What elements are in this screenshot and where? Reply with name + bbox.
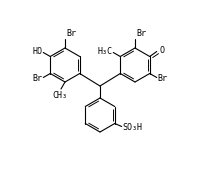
Text: Br: Br bbox=[158, 74, 168, 83]
Text: HO: HO bbox=[32, 47, 42, 56]
Text: H₃C: H₃C bbox=[97, 47, 112, 56]
Text: Br: Br bbox=[32, 74, 42, 83]
Text: CH₃: CH₃ bbox=[52, 91, 68, 100]
Text: O: O bbox=[160, 46, 165, 55]
Text: Br: Br bbox=[136, 29, 146, 38]
Text: Br: Br bbox=[66, 29, 76, 38]
Text: SO₃H: SO₃H bbox=[123, 123, 143, 132]
